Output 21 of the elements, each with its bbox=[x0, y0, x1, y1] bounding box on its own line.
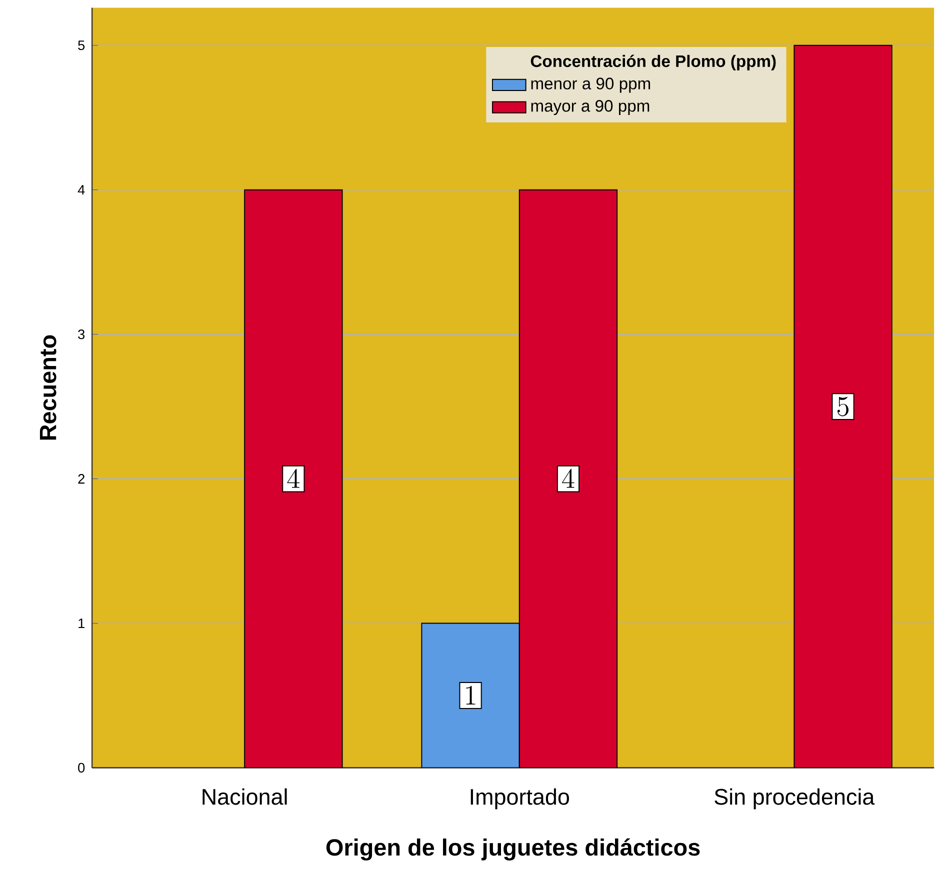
y-tick-label: 2 bbox=[78, 474, 84, 484]
x-tick-label: Sin procedencia bbox=[714, 788, 875, 810]
data-label: 5 bbox=[838, 396, 849, 416]
data-label: 1 bbox=[466, 686, 476, 704]
y-tick-label: 1 bbox=[78, 618, 84, 628]
bar bbox=[518, 189, 618, 768]
legend-title: Concentración de Plomo (ppm) bbox=[530, 54, 776, 70]
legend-label: menor a 90 ppm bbox=[531, 78, 650, 93]
legend-label: mayor a 90 ppm bbox=[531, 100, 650, 115]
y-tick-label: 4 bbox=[78, 184, 85, 194]
y-tick-label: 5 bbox=[78, 40, 85, 50]
x-tick-label: Nacional bbox=[202, 788, 287, 805]
x-tick-label: Importado bbox=[470, 788, 569, 810]
data-label: 4 bbox=[562, 468, 574, 488]
data-label: 4 bbox=[287, 468, 300, 488]
y-axis-title: Recuento bbox=[40, 335, 56, 440]
bar bbox=[794, 44, 892, 768]
y-tick-label: 3 bbox=[78, 329, 85, 340]
x-axis-title: Origen de los juguetes didácticos bbox=[326, 838, 700, 860]
y-tick-label: 0 bbox=[78, 762, 85, 772]
bar bbox=[244, 189, 343, 768]
